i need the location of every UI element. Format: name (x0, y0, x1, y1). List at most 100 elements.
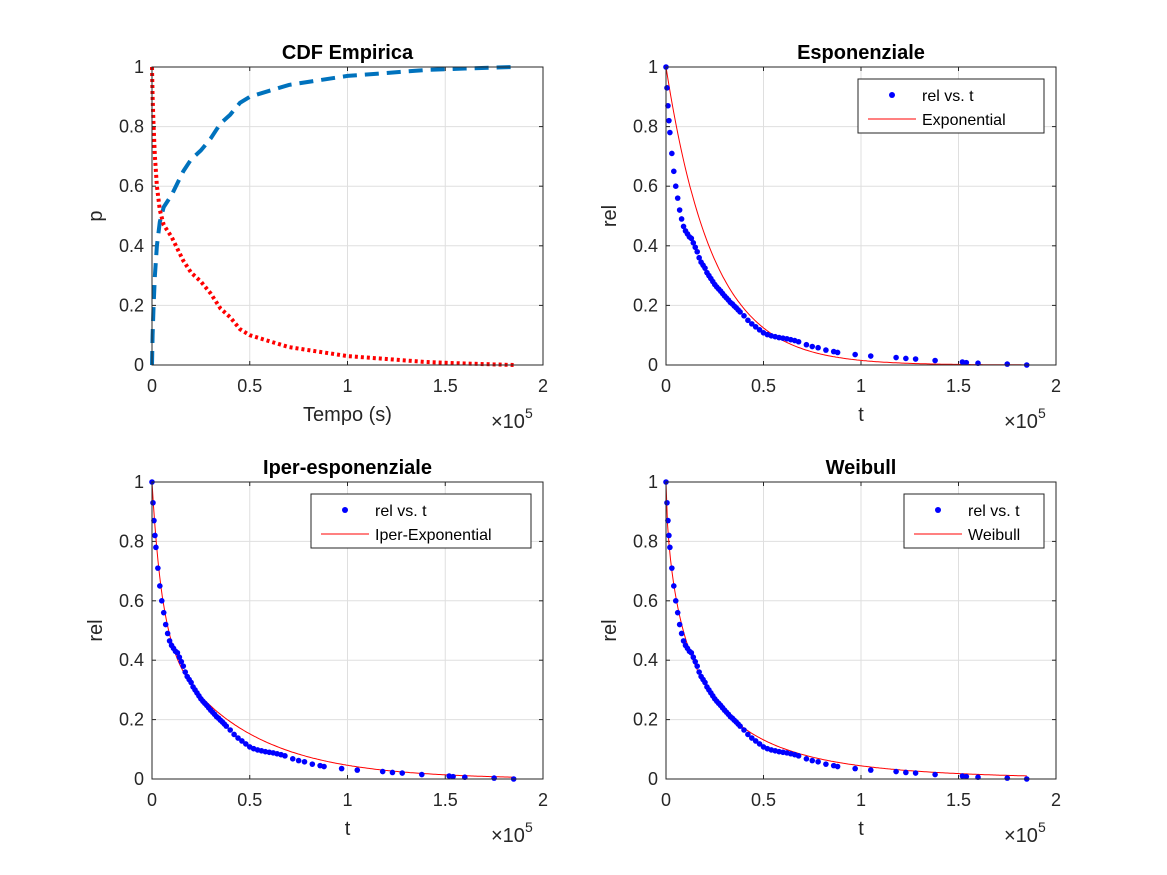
data-point (152, 532, 158, 539)
data-point (696, 669, 702, 675)
data-point (389, 769, 396, 776)
data-point (178, 658, 185, 665)
x-tick-label: 2 (1051, 790, 1061, 810)
data-point (815, 344, 821, 351)
data-point (669, 150, 675, 157)
y-axis-label: rel (599, 619, 621, 641)
data-point (160, 609, 167, 616)
chart-panel-1: 0 0.5 1 1.5 2 0 0.2 0.4 0.6 0.8 1 CDF Empirica Tempo… (85, 42, 548, 433)
chart-panel-2: 0 0.5 1 1.5 2 0 0.2 0.4 0.6 0.8 1 Esponenziale t rel ×… (599, 42, 1061, 433)
y-tick-label: 0.6 (633, 591, 658, 611)
x-tick-label: 1 (856, 790, 866, 810)
data-point (749, 321, 755, 327)
data-point (963, 773, 970, 780)
x-tick-label: 0 (661, 790, 671, 810)
legend-marker-scatter (935, 507, 941, 513)
axes-box (151, 66, 544, 366)
data-point (354, 767, 361, 773)
x-tick-label: 2 (538, 376, 548, 396)
data-point (418, 771, 425, 778)
data-point (188, 679, 194, 686)
data-point (174, 649, 181, 656)
data-point (834, 763, 841, 770)
data-point (162, 621, 169, 628)
data-point (223, 723, 230, 729)
y-tick-label: 0.2 (633, 710, 658, 730)
x-exponent-power: 5 (1038, 405, 1046, 421)
data-point (867, 353, 874, 359)
x-axis-label: Tempo (s) (303, 404, 392, 426)
data-point (912, 770, 919, 776)
legend-label-fit: Iper-Exponential (375, 527, 492, 544)
data-point (309, 761, 316, 767)
x-tick-label: 0.5 (237, 376, 262, 396)
x-tick-label: 1.5 (433, 790, 458, 810)
data-point (749, 735, 755, 741)
data-point (680, 223, 687, 230)
x-tick-label: 1.5 (946, 790, 971, 810)
data-point (164, 630, 171, 637)
data-point (666, 532, 672, 539)
data-point (834, 349, 841, 356)
data-point (756, 741, 763, 747)
y-tick-label: 0.4 (633, 236, 658, 256)
data-point (671, 168, 677, 175)
y-tick-label: 0.6 (633, 176, 658, 196)
data-point (752, 738, 759, 744)
data-point (745, 317, 751, 324)
data-point (150, 499, 156, 506)
data-point (803, 756, 810, 762)
data-point (1004, 361, 1011, 367)
x-tick-label: 2 (538, 790, 548, 810)
chart-title: Iper-esponenziale (263, 457, 432, 479)
data-point (399, 770, 406, 776)
x-tick-label: 1 (856, 376, 866, 396)
x-tick-label: 1.5 (946, 376, 971, 396)
x-exponent-label: ×105 (491, 405, 533, 433)
y-tick-label: 0.6 (119, 591, 144, 611)
data-point (666, 117, 672, 124)
data-point (231, 731, 237, 738)
data-point (676, 207, 683, 213)
y-tick-label: 0 (134, 769, 144, 789)
data-point (321, 763, 327, 770)
data-point (680, 638, 687, 644)
data-point (674, 195, 681, 201)
x-exponent-power: 5 (1038, 819, 1046, 835)
data-point (893, 354, 899, 361)
data-point (301, 758, 308, 765)
y-tick-label: 0.2 (119, 295, 144, 315)
y-tick-label: 0.2 (633, 295, 658, 315)
data-point (702, 679, 708, 686)
data-point (809, 343, 816, 350)
data-point (678, 630, 685, 637)
chart-title: CDF Empirica (282, 42, 414, 64)
data-point (379, 768, 386, 775)
data-point (867, 767, 874, 773)
legend: rel vs. t Weibull (903, 493, 1045, 549)
x-exponent-power: 5 (525, 819, 533, 835)
data-point (932, 771, 938, 778)
data-point (696, 254, 702, 261)
y-axis-label: rel (599, 205, 621, 227)
legend: rel vs. t Iper-Exponential (310, 493, 532, 549)
data-point (1004, 775, 1011, 781)
data-point (688, 649, 695, 656)
data-point (338, 765, 345, 772)
data-point (737, 723, 743, 729)
x-exponent-power: 5 (525, 405, 533, 421)
y-tick-label: 0.8 (633, 117, 658, 137)
x-tick-label: 1 (342, 790, 352, 810)
data-point (158, 598, 165, 604)
y-tick-label: 0.4 (633, 650, 658, 670)
data-point (176, 654, 183, 661)
data-point (235, 735, 241, 741)
data-point (692, 658, 699, 665)
y-axis-label: rel (85, 619, 107, 641)
data-point (702, 265, 708, 271)
data-point (669, 565, 675, 571)
data-point (795, 753, 802, 759)
data-point (674, 609, 681, 616)
data-point (737, 309, 743, 315)
data-point (795, 338, 802, 345)
